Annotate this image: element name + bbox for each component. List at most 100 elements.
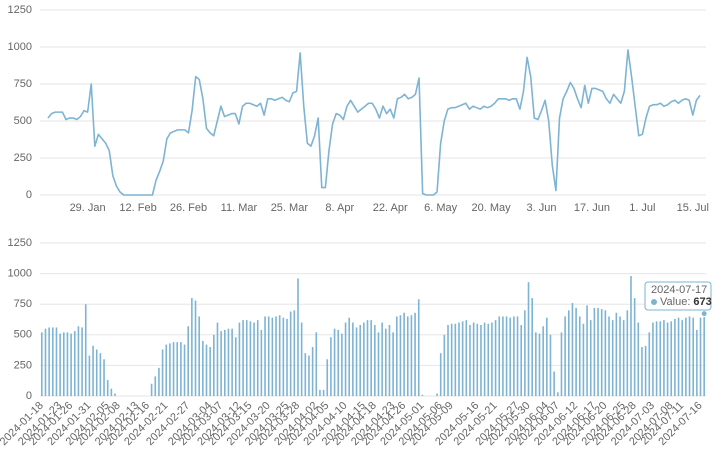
bar: [685, 317, 687, 396]
bar: [161, 349, 164, 396]
bar: [659, 321, 662, 396]
bar: [381, 322, 383, 396]
x-tick-label: 8. Apr: [325, 202, 354, 214]
bar: [176, 342, 179, 396]
bar: [399, 315, 402, 396]
bar: [205, 344, 208, 396]
bar: [556, 392, 559, 396]
bar: [300, 322, 303, 396]
bar: [249, 321, 252, 396]
bar: [524, 310, 526, 396]
bar: [88, 355, 91, 396]
bar: [220, 331, 222, 396]
bar: [52, 327, 54, 396]
bar: [403, 312, 405, 396]
bar: [110, 388, 113, 396]
bar: [41, 332, 43, 396]
bar: [106, 380, 109, 396]
bar: [231, 328, 233, 396]
bar: [542, 326, 544, 396]
bar: [696, 329, 698, 396]
x-tick-label: 11. Mar: [221, 202, 258, 214]
bar: [674, 318, 676, 396]
bar: [546, 317, 548, 396]
bar: [498, 316, 501, 396]
bar: [256, 320, 259, 396]
bar: [55, 327, 58, 396]
bar: [611, 320, 614, 396]
bar: [622, 320, 625, 396]
bar: [359, 325, 361, 396]
bar: [502, 316, 504, 396]
bar: [516, 316, 519, 396]
y-tick-label: 750: [14, 298, 32, 310]
bar: [597, 307, 599, 396]
bar: [289, 311, 292, 396]
y-tick-label: 250: [14, 152, 32, 164]
bar: [114, 393, 116, 396]
bar: [641, 347, 643, 396]
bar: [410, 315, 413, 396]
x-tick-label: 15. Jul: [677, 202, 709, 214]
bar: [666, 322, 669, 396]
bar: [648, 332, 651, 396]
bar: [480, 325, 482, 396]
bar: [92, 345, 94, 396]
bar: [223, 329, 226, 396]
bar: [377, 332, 380, 396]
bar: [187, 326, 190, 396]
bar: [202, 340, 204, 396]
bar: [150, 383, 153, 396]
bar: [62, 332, 65, 396]
bar: [663, 320, 665, 396]
bar: [234, 337, 237, 396]
bar: [245, 320, 248, 396]
bar: [655, 321, 658, 396]
bar: [348, 317, 351, 396]
y-tick-label: 500: [14, 115, 32, 127]
bar: [505, 316, 508, 396]
bar: [586, 305, 588, 396]
bar: [333, 328, 336, 396]
bar: [549, 334, 552, 396]
bar: [388, 325, 391, 396]
y-tick-label: 500: [14, 329, 32, 341]
bar: [491, 322, 493, 396]
bar: [227, 328, 230, 396]
bar: [99, 353, 102, 396]
bar: [198, 316, 200, 396]
x-tick-label: 26. Feb: [170, 202, 207, 214]
bar: [172, 342, 175, 396]
bar: [169, 343, 171, 396]
bar: [469, 325, 471, 396]
bar: [520, 325, 523, 396]
bar: [392, 332, 394, 396]
bar: [414, 312, 416, 396]
bar: [564, 316, 566, 396]
bar: [304, 353, 307, 396]
bar: [297, 278, 299, 396]
bar: [637, 322, 640, 396]
bar: [264, 316, 266, 396]
bar: [560, 332, 563, 396]
bar: [271, 317, 274, 396]
bar: [73, 331, 76, 396]
tooltip-value: 673: [693, 296, 711, 308]
bar: [275, 316, 277, 396]
tooltip-label: Value:: [660, 296, 690, 308]
bar: [158, 367, 160, 396]
bar: [472, 322, 475, 396]
bar: [447, 325, 449, 396]
bar: [652, 322, 654, 396]
bar: [374, 325, 376, 396]
bar: [538, 333, 541, 396]
bar: [454, 323, 457, 396]
bar: [677, 317, 680, 396]
x-tick-label: 20. May: [472, 202, 512, 214]
x-tick-label: 17. Jun: [574, 202, 610, 214]
bar: [103, 359, 105, 396]
bar: [326, 359, 329, 396]
bar: [344, 322, 347, 396]
bar: [238, 322, 241, 396]
